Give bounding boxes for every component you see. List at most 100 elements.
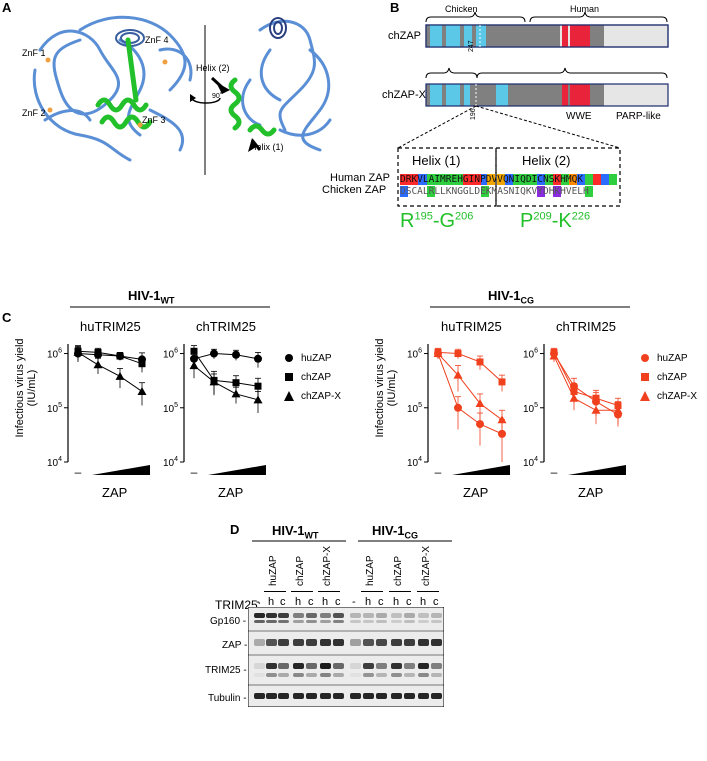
blot-band — [376, 663, 387, 669]
blot-band — [431, 663, 442, 669]
construct-underline — [361, 591, 383, 592]
helix-1-arrow-icon — [248, 138, 258, 152]
blot-band — [278, 613, 289, 618]
lane-code-10: h — [393, 596, 400, 608]
point-chZAP-X-2 — [591, 405, 601, 414]
construct-underline — [389, 591, 411, 592]
blot-band — [391, 639, 402, 646]
point-chZAP-2 — [232, 379, 240, 387]
construct-chzap-label: chZAP — [388, 30, 422, 42]
blot-band — [266, 673, 277, 677]
x-dash-label: – — [191, 465, 198, 479]
blot-band — [363, 613, 374, 618]
point-chZAP-1 — [454, 350, 462, 358]
y-tick-label: 105 — [47, 402, 62, 415]
point-huZAP-2 — [232, 350, 240, 359]
rotation-label: 90˚ — [212, 93, 223, 100]
blot-band — [254, 673, 265, 677]
blot-band — [333, 639, 344, 646]
point-chZAP-X-3 — [613, 405, 623, 414]
point-huZAP-3 — [254, 354, 262, 363]
blot-band — [404, 613, 415, 618]
species-chicken-label: Chicken — [445, 4, 478, 14]
blot-band — [254, 663, 265, 669]
blot-label-trim25: TRIM25 - — [205, 665, 247, 676]
western-blot-image — [248, 607, 444, 707]
point-chZAP-X-0 — [549, 351, 559, 360]
blot-band — [431, 673, 442, 677]
blot-band — [350, 620, 361, 623]
y-tick-label: 106 — [47, 348, 62, 361]
point-chZAP-X-1 — [569, 393, 579, 402]
construct-label-1: chZAP — [295, 555, 306, 586]
chart-1: 104 105 106 – — [47, 344, 150, 479]
series-line-chZAP-X — [77, 351, 143, 392]
blot-band — [431, 620, 442, 623]
blot-band — [376, 613, 387, 618]
blot-band — [306, 620, 317, 623]
point-chZAP-3 — [254, 382, 262, 390]
lane-code-11: c — [406, 596, 412, 608]
blot-band — [254, 620, 265, 623]
panel-label-d: D — [230, 522, 240, 537]
blot-band — [278, 663, 289, 669]
y-tick-label: 105 — [523, 402, 538, 415]
blot-band — [333, 693, 344, 699]
blot-band — [293, 673, 304, 677]
blot-band — [404, 693, 415, 699]
chart-xlabel-1: ZAP — [102, 485, 128, 500]
blot-band — [306, 693, 317, 699]
blot-band — [404, 663, 415, 669]
blot-band — [376, 620, 387, 623]
blot-band — [320, 673, 331, 677]
blot-band — [266, 613, 277, 618]
blot-band — [278, 639, 289, 646]
structure-right-ribbon — [241, 19, 332, 152]
chart-2: 104 105 106 – — [163, 344, 266, 479]
point-huZAP-1 — [210, 349, 218, 358]
lane-code-0: - — [256, 596, 260, 608]
x-dash-label: – — [75, 465, 82, 479]
blot-band — [350, 693, 361, 699]
znf-label-3: ZnF 3 — [142, 115, 166, 125]
lane-code-5: h — [322, 596, 329, 608]
blot-band — [320, 620, 331, 623]
y-tick-label: 104 — [407, 456, 422, 469]
blot-band — [363, 663, 374, 669]
y-tick-label: 104 — [523, 456, 538, 469]
blot-band — [391, 673, 402, 677]
chart-xlabel-2: ZAP — [218, 485, 244, 500]
construct-underline — [417, 591, 439, 592]
blot-label-tubulin: Tubulin - — [208, 693, 247, 704]
seq-human: DRKVLAIMREHGINPDVVQNIQDICNSKHMQK — [400, 174, 584, 185]
blot-band — [431, 639, 442, 646]
blot-band — [306, 613, 317, 618]
blot-band — [404, 639, 415, 646]
blot-band — [350, 673, 361, 677]
chart-title-2: chTRIM25 — [196, 319, 256, 334]
blot-band — [350, 613, 361, 618]
legend-left-huzap: huZAP — [283, 352, 332, 364]
point-chZAP-X-2 — [475, 398, 485, 407]
legend-right-chzap-x: chZAP-X — [639, 390, 697, 402]
x-dash-label: – — [551, 465, 558, 479]
blot-band — [363, 639, 374, 646]
chart-title-1: huTRIM25 — [80, 319, 141, 334]
blot-band — [418, 693, 429, 699]
series-line-chZAP-X — [437, 353, 503, 421]
blot-band — [306, 673, 317, 677]
series-line-chZAP — [193, 351, 259, 387]
construct-chzap-x-label: chZAP-X — [382, 89, 427, 101]
lane-code-8: h — [365, 596, 372, 608]
seq-color-chicken — [400, 186, 593, 197]
zinc-ions — [45, 57, 168, 128]
series-line-huZAP — [77, 353, 143, 360]
blot-band — [418, 613, 429, 618]
znf-label-2: ZnF 2 — [22, 108, 46, 118]
y-tick-label: 106 — [407, 348, 422, 361]
blot-band — [418, 673, 429, 677]
blot-band — [333, 613, 344, 618]
blot-band — [306, 639, 317, 646]
y-tick-label: 104 — [163, 456, 178, 469]
point-chZAP-X-0 — [73, 347, 83, 356]
